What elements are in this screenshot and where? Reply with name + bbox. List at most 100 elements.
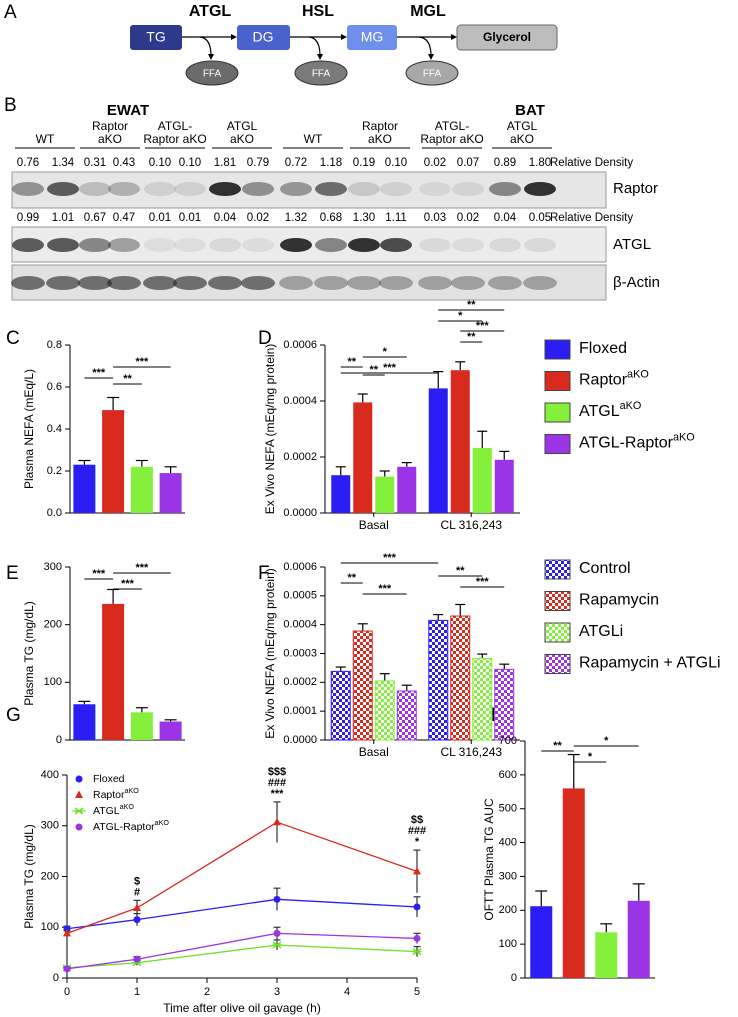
bar <box>472 657 493 741</box>
significance-label: ### <box>268 777 286 789</box>
x-tick-label: 5 <box>414 986 420 998</box>
density-value: 1.32 <box>285 212 307 224</box>
density-value: 0.01 <box>179 212 201 224</box>
density-value: 0.02 <box>247 212 269 224</box>
lane-group-label: ATGL- <box>435 119 469 133</box>
density-value: 1.34 <box>52 157 75 169</box>
y-tick-label: 600 <box>499 769 517 781</box>
y-tick-label: 0.0004 <box>283 619 317 631</box>
arrow <box>199 36 212 57</box>
y-axis-title: Ex Vivo NEFA (mEq/mg protein) <box>263 344 277 515</box>
blot-band <box>315 238 347 252</box>
significance-label: ** <box>123 373 132 385</box>
significance-label: ** <box>456 565 465 577</box>
data-point <box>413 866 421 875</box>
lane-group-label: ATGL <box>507 119 538 133</box>
y-axis-title: Plasma NEFA (mEq/L) <box>22 369 36 489</box>
enzyme-label: ATGL <box>189 3 232 20</box>
blot-band <box>315 182 347 196</box>
actin-band <box>451 276 485 290</box>
band-label: β-Actin <box>613 274 660 291</box>
bar <box>530 906 553 978</box>
blot-band <box>242 238 274 252</box>
legend-swatch <box>544 434 571 454</box>
significance-label: ** <box>347 356 356 368</box>
significance-label: $$ <box>411 814 423 826</box>
significance-label: *** <box>383 362 397 374</box>
significance-label: ** <box>369 364 378 376</box>
blot-band <box>524 238 556 252</box>
legend-swatch <box>544 559 571 580</box>
significance-label: * <box>604 735 609 747</box>
blot-band <box>108 182 140 196</box>
density-value: 1.81 <box>214 157 236 169</box>
actin-band <box>314 276 348 290</box>
blot-band <box>12 182 44 196</box>
blot-band <box>47 238 79 252</box>
significance-label: *** <box>92 367 106 379</box>
y-axis-title: Plasma TG (mg/dL) <box>22 824 36 928</box>
significance-label: *** <box>476 320 490 332</box>
data-point <box>273 929 281 937</box>
x-axis-title: Time after olive oil gavage (h) <box>163 1001 321 1015</box>
blot-band <box>489 182 521 196</box>
legend-label: Rapamycin <box>579 592 659 609</box>
tissue-label: EWAT <box>107 102 149 119</box>
y-tick-label: 300 <box>41 820 59 832</box>
panel-label: D <box>258 328 272 349</box>
bar <box>331 475 351 513</box>
lane-group-label: WT <box>36 132 55 146</box>
actin-band <box>241 276 275 290</box>
significance-label: *** <box>135 356 149 368</box>
y-tick-label: 300 <box>44 561 62 573</box>
density-value: 0.72 <box>285 157 307 169</box>
node-label: DG <box>253 29 274 45</box>
significance-label: *** <box>92 568 106 580</box>
data-point <box>412 948 422 956</box>
blot-band <box>419 238 451 252</box>
significance-label: * <box>383 346 388 358</box>
legend-marker <box>75 775 83 783</box>
x-tick-label: CL 316,243 <box>440 518 502 532</box>
significance-label: *** <box>476 576 490 588</box>
density-value: 0.10 <box>179 157 201 169</box>
legend-label: Floxed <box>93 773 125 785</box>
y-tick-label: 0 <box>53 972 59 984</box>
density-value: 0.99 <box>17 212 39 224</box>
lane-group-label: Raptor <box>362 119 398 133</box>
y-tick-label: 100 <box>44 676 62 688</box>
data-point <box>413 934 421 942</box>
legend-swatch <box>544 622 571 643</box>
product-ellipse <box>294 60 348 86</box>
lane-group-label: aKO <box>368 132 392 146</box>
significance-label: *** <box>271 788 285 800</box>
tissue-label: BAT <box>515 102 545 119</box>
significance-label: ** <box>467 331 476 343</box>
bar <box>627 900 650 978</box>
blot-band <box>489 238 521 252</box>
bar <box>159 473 182 513</box>
panel-label: A <box>4 2 17 23</box>
density-value: 0.04 <box>214 212 237 224</box>
density-value: 1.01 <box>52 212 74 224</box>
significance-label: ### <box>408 825 426 837</box>
blot-band <box>79 238 111 252</box>
significance-label: *** <box>121 578 135 590</box>
significance-label: * <box>588 751 593 763</box>
bar <box>428 388 448 513</box>
y-tick-label: 0.0002 <box>283 451 317 463</box>
y-tick-label: 0.0005 <box>283 590 317 602</box>
blot-band <box>380 238 412 252</box>
y-tick-label: 0.0002 <box>283 676 317 688</box>
y-tick-label: 100 <box>41 921 59 933</box>
y-axis-title: Plasma TG (mg/dL) <box>22 601 36 705</box>
node-label: Glycerol <box>483 30 531 44</box>
actin-band <box>347 276 381 290</box>
y-axis-title: OFTT Plasma TG AUC <box>482 798 496 921</box>
x-tick-label: 0 <box>64 986 70 998</box>
bar <box>595 932 618 978</box>
panel-label: F <box>258 563 270 584</box>
node-box <box>130 25 182 50</box>
data-point <box>133 903 141 911</box>
y-tick-label: 300 <box>499 870 517 882</box>
